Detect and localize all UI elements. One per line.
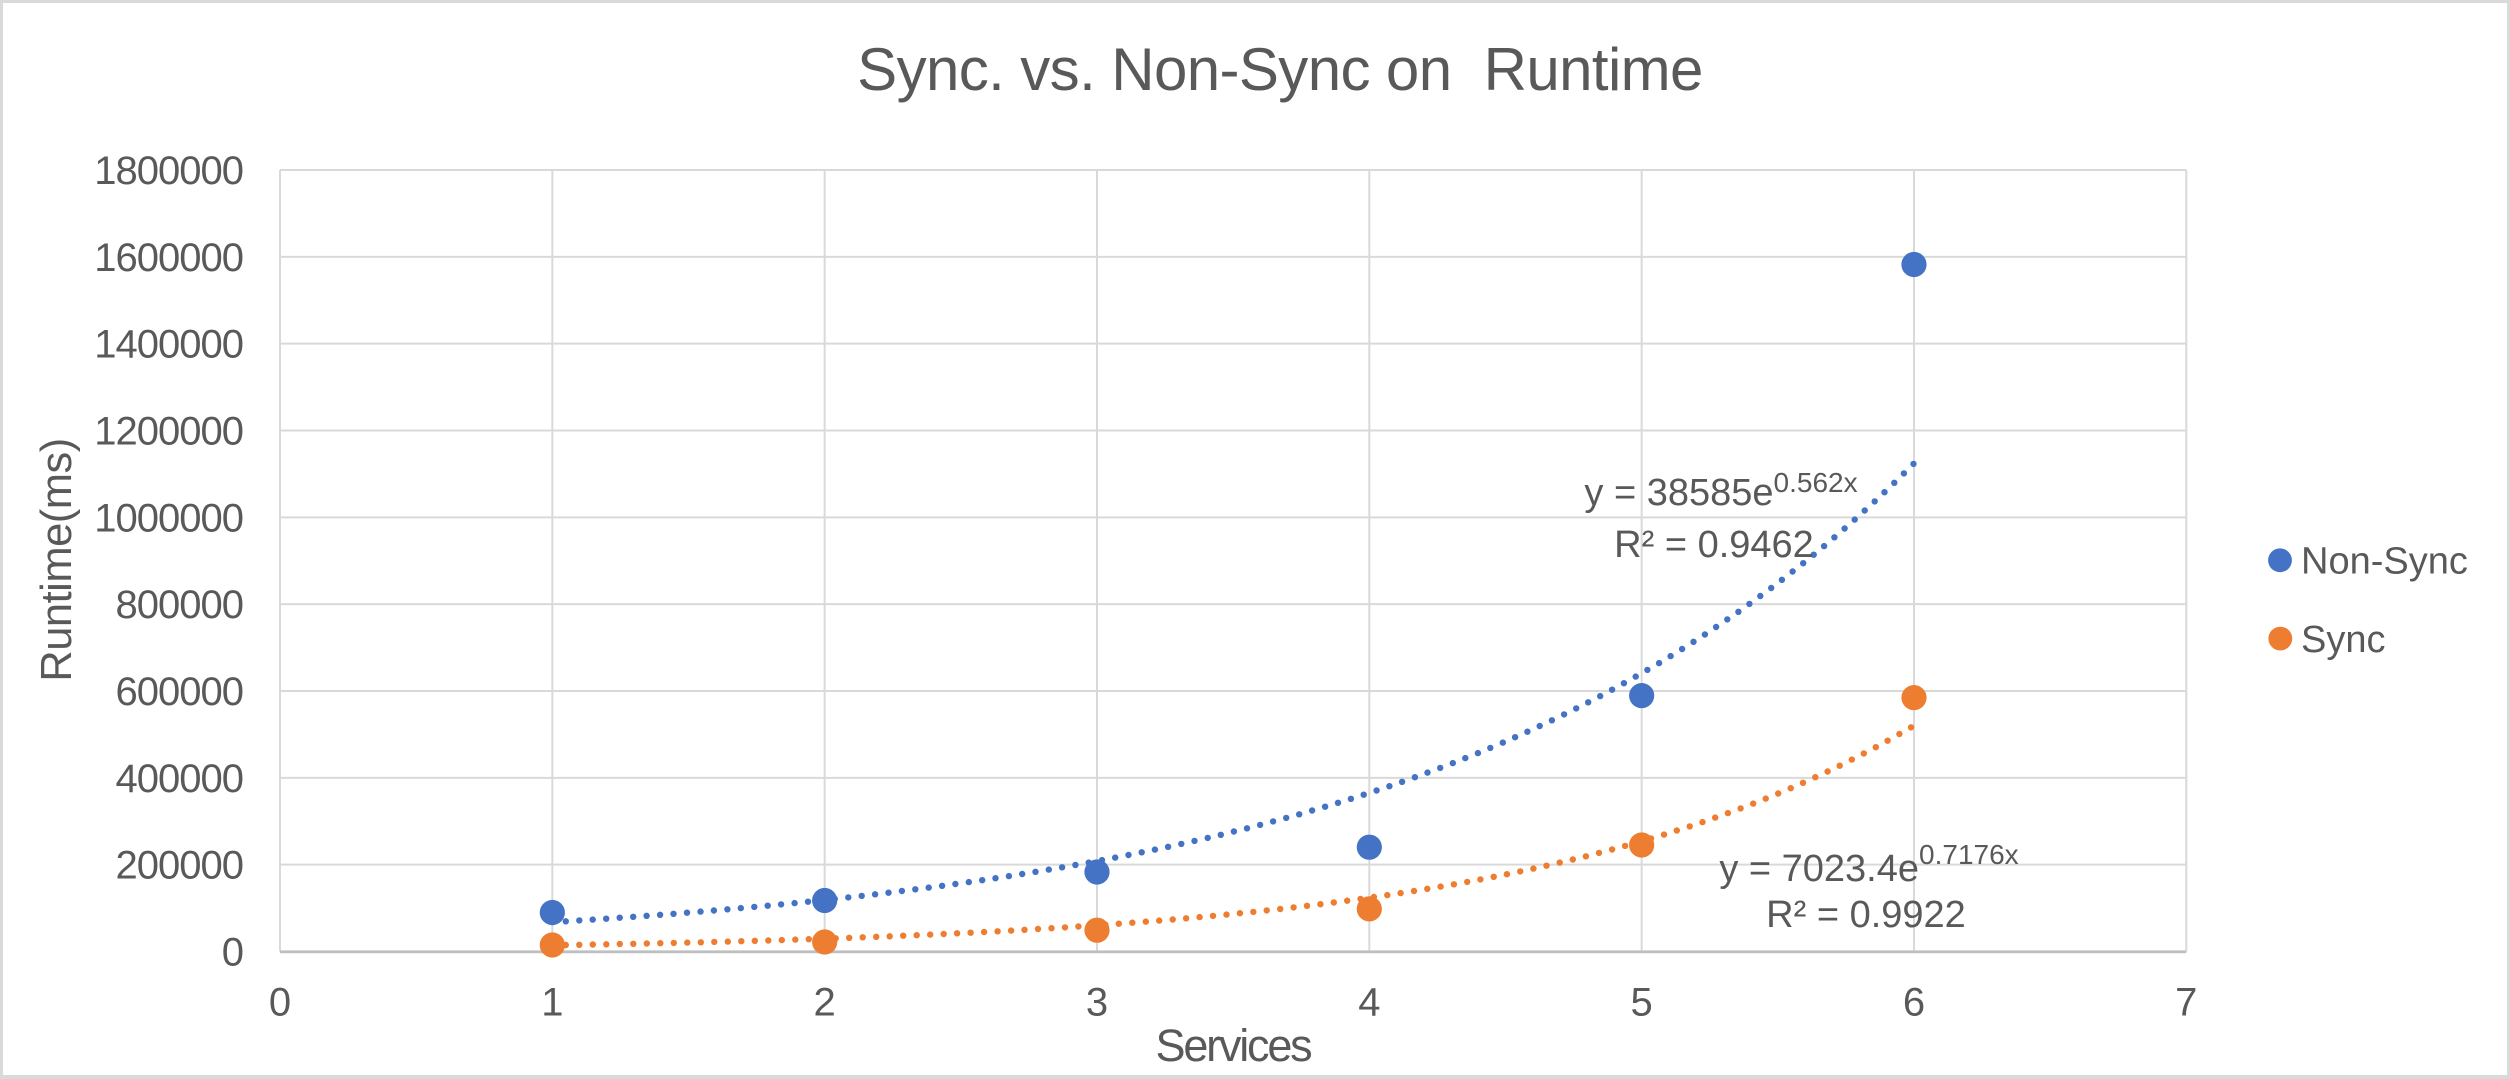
svg-text:0: 0 <box>222 931 243 975</box>
svg-text:1200000: 1200000 <box>94 410 243 454</box>
svg-text:1000000: 1000000 <box>94 496 243 540</box>
svg-text:3: 3 <box>1086 981 1108 1025</box>
svg-text:1600000: 1600000 <box>94 236 243 280</box>
svg-text:Sync: Sync <box>2301 619 2385 661</box>
svg-text:6: 6 <box>1903 981 1925 1025</box>
svg-text:1800000: 1800000 <box>94 149 243 193</box>
svg-text:5: 5 <box>1631 981 1653 1025</box>
svg-text:200000: 200000 <box>116 844 243 888</box>
svg-text:1400000: 1400000 <box>94 323 243 367</box>
svg-text:Non-Sync: Non-Sync <box>2301 541 2468 583</box>
svg-text:2: 2 <box>814 981 836 1025</box>
svg-text:400000: 400000 <box>116 757 243 801</box>
svg-text:Runtime(ms): Runtime(ms) <box>33 438 81 681</box>
svg-text:7: 7 <box>2175 981 2197 1025</box>
svg-text:R² = 0.9462: R² = 0.9462 <box>1614 524 1814 566</box>
svg-text:800000: 800000 <box>116 583 243 627</box>
svg-text:600000: 600000 <box>116 670 243 714</box>
svg-text:Services: Services <box>1156 1020 1312 1071</box>
svg-text:0: 0 <box>269 981 291 1025</box>
svg-text:1: 1 <box>541 981 563 1025</box>
svg-text:Sync. vs. Non-Sync on Runtime: Sync. vs. Non-Sync on Runtime <box>857 36 1703 103</box>
svg-text:4: 4 <box>1358 981 1380 1025</box>
svg-text:R² = 0.9922: R² = 0.9922 <box>1766 894 1966 936</box>
